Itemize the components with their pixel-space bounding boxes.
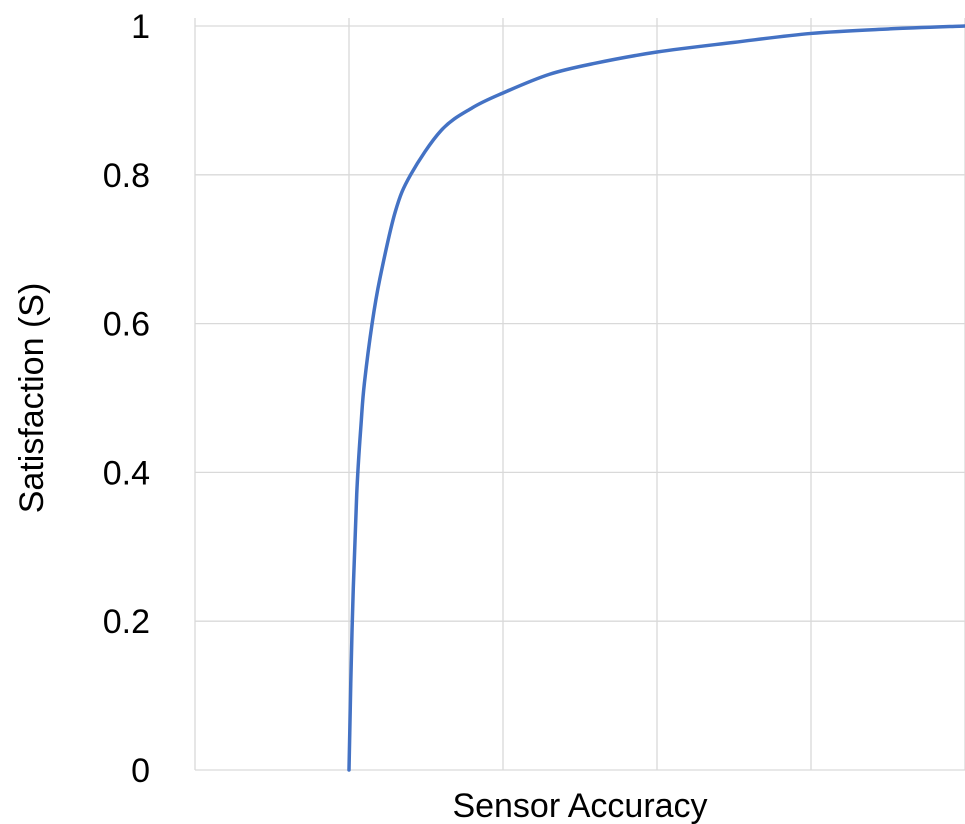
y-tick-label: 0.8 — [103, 157, 150, 195]
y-axis-title: Satisfaction (S) — [13, 283, 51, 514]
y-tick-label: 0.6 — [103, 306, 150, 344]
y-tick-label: 0 — [131, 752, 150, 790]
series-layer — [347, 24, 965, 772]
y-tick-label: 0.2 — [103, 603, 150, 641]
gridlines — [194, 18, 965, 771]
y-tick-label: 1 — [131, 8, 150, 46]
x-axis-title: Sensor Accuracy — [452, 787, 707, 824]
series-line-0 — [347, 24, 965, 772]
y-tick-labels: 0 0.2 0.4 0.6 0.8 1 — [103, 8, 150, 790]
y-tick-label: 0.4 — [103, 454, 150, 492]
